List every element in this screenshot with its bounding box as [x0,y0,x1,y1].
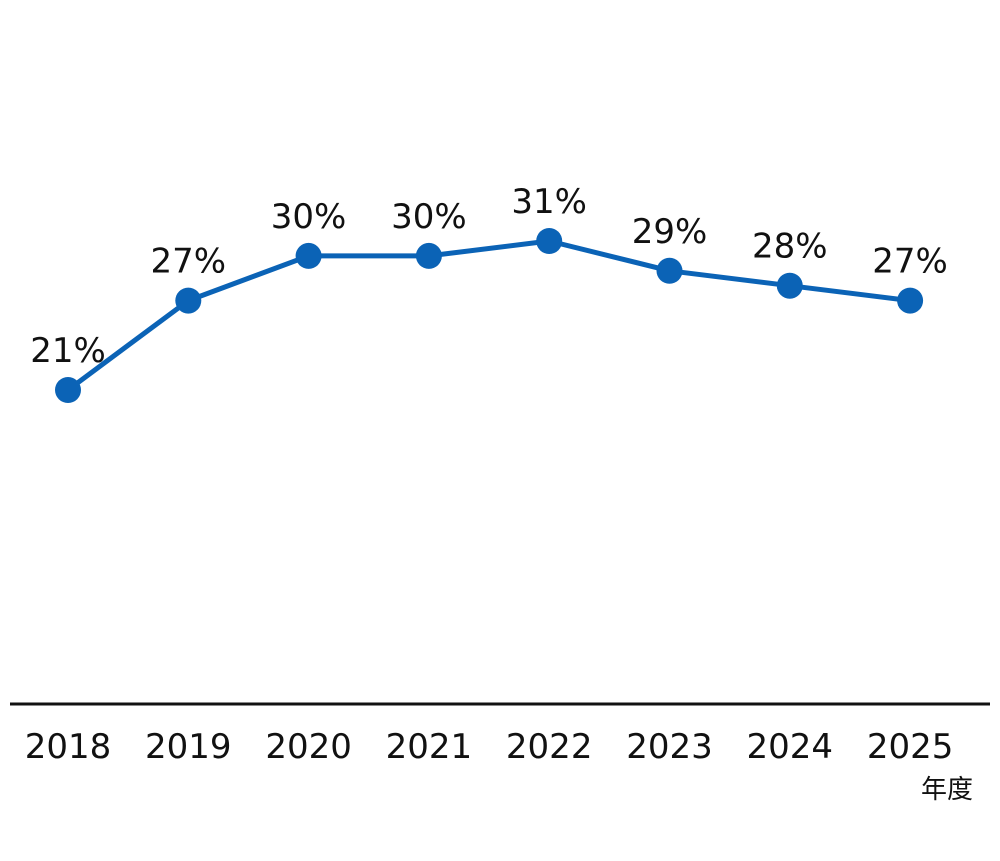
data-label-2023: 29% [632,212,708,252]
data-label-2021: 30% [391,197,467,237]
data-point-2020 [295,242,322,269]
data-label-2022: 31% [511,182,587,222]
x-tick-label-2021: 2021 [386,727,473,767]
x-tick-label-2018: 2018 [25,727,112,767]
data-point-2019 [175,287,202,314]
data-label-2025: 27% [872,242,948,282]
x-tick-label-2024: 2024 [747,727,834,767]
x-tick-label-2022: 2022 [506,727,593,767]
data-label-2020: 30% [271,197,347,237]
data-point-2022 [536,228,563,254]
x-tick-label-2020: 2020 [265,727,352,767]
data-point-2021 [415,242,442,269]
data-point-2025 [897,287,924,314]
x-tick-labels: 2018 2019 2020 2021 2022 2023 2024 2025 [25,727,954,767]
data-point-2024 [776,272,803,299]
data-point-2018 [55,377,81,403]
data-label-2019: 27% [151,242,227,282]
data-point-2023 [656,257,683,284]
data-label-2024: 28% [752,227,828,267]
x-axis-unit-label: 年度 [921,775,973,805]
x-tick-label-2025: 2025 [867,727,954,767]
x-tick-label-2019: 2019 [145,727,232,767]
x-tick-label-2023: 2023 [626,727,713,767]
series-layer: 21% 27% 30% 30% 31% 29% 28% 27% [30,182,948,403]
data-label-2018: 21% [30,331,106,371]
series-line [66,238,911,393]
